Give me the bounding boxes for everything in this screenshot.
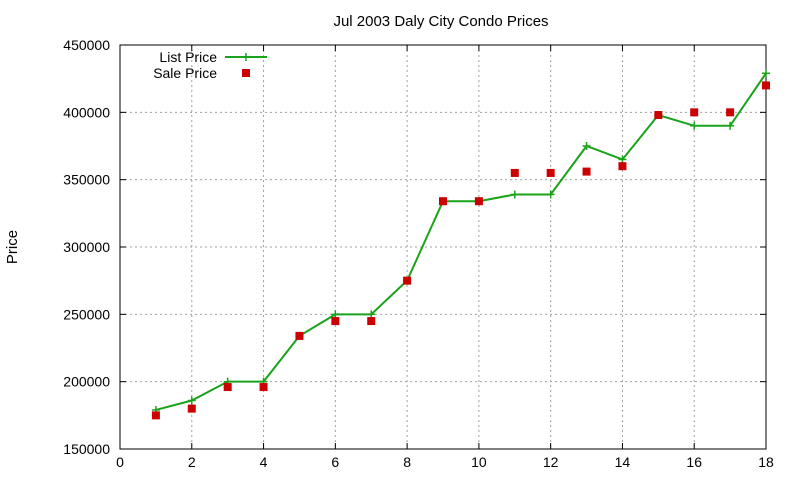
sale-price-point [762,81,770,90]
series-sale-price [151,81,770,420]
list-price-point [367,310,376,319]
x-tick-label: 8 [403,454,411,470]
sale-price-point [510,168,519,177]
sale-price-point [582,167,591,176]
legend-label: Sale Price [153,65,217,81]
list-price-point [618,155,627,164]
y-tick-label: 450000 [63,37,110,53]
list-price-point [762,69,770,78]
x-tick-label: 2 [188,454,196,470]
y-tick-label: 200000 [63,374,110,390]
y-axis-label: Price [4,230,21,264]
sale-price-point [654,111,663,120]
list-price-point [510,190,519,199]
list-price-point [187,396,196,405]
series-layer [151,69,770,420]
list-price-point [582,142,591,150]
sale-price-point [546,168,555,177]
sale-price-point [331,317,340,326]
y-axis: 150000 200000 250000 300000 350000 400000 4500… [63,37,766,457]
sale-price-point [403,276,412,285]
legend-marker [242,69,250,77]
sale-price-point [474,197,483,206]
sale-price-point [726,108,735,117]
y-tick-label: 300000 [63,239,110,255]
x-tick-label: 0 [116,454,124,470]
sale-price-point [618,162,627,171]
x-tick-label: 12 [543,454,559,470]
sale-price-point [690,108,699,117]
list-price-point [331,310,340,319]
chart-title: Jul 2003 Daly City Condo Prices [333,13,548,30]
legend-label: List Price [159,49,217,65]
y-tick-label: 350000 [63,172,110,188]
y-tick-label: 150000 [63,441,110,457]
list-price-line [155,72,767,411]
sale-price-point [439,197,447,206]
x-tick-label: 6 [331,454,339,470]
sale-price-point [151,411,160,420]
series-list-price [151,69,770,414]
x-tick-label: 10 [471,454,487,470]
list-price-point [690,121,699,130]
x-tick-label: 18 [758,454,774,470]
y-tick-label: 400000 [63,104,110,120]
legend-marker [242,53,250,61]
x-tick-label: 16 [686,454,702,470]
x-tick-label: 4 [260,454,268,470]
x-axis: 0 2 4 6 8 10 12 14 16 18 [116,45,774,470]
list-price-point [726,121,735,130]
sale-price-point [295,331,304,340]
sale-price-point [367,317,376,326]
sale-price-point [259,383,268,392]
sale-price-point [223,383,232,392]
x-tick-label: 14 [615,454,631,470]
sale-price-point [187,404,196,413]
y-tick-label: 250000 [63,306,110,322]
list-price-point [546,190,555,199]
